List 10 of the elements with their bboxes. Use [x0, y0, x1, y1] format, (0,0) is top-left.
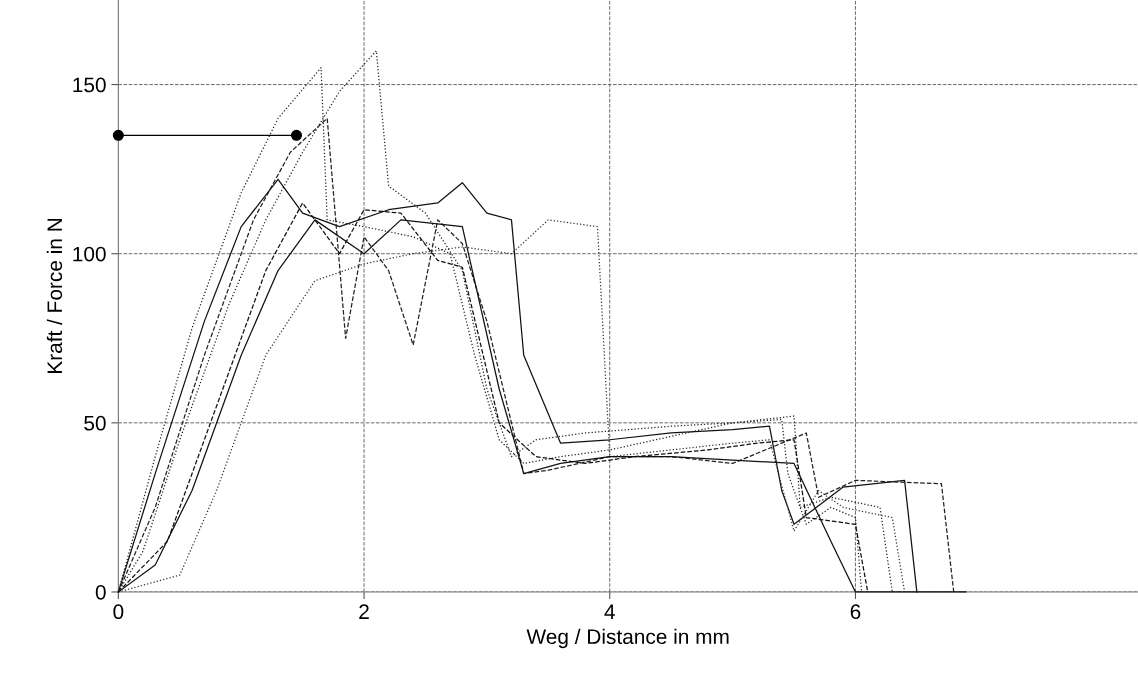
y-tick-label: 150 [73, 77, 106, 93]
y-tick-label: 0 [95, 584, 106, 600]
x-tick-label: 0 [113, 604, 124, 620]
y-tick-label: 50 [84, 415, 106, 431]
x-tick-label: 6 [850, 604, 861, 620]
x-tick-label: 4 [604, 604, 615, 619]
y-axis-title: Kraft / Force in N [46, 218, 63, 373]
y-tick-label: 100 [73, 246, 106, 262]
x-tick-label: 2 [359, 604, 369, 619]
x-axis-title: Weg / Distance in mm [526, 628, 729, 649]
